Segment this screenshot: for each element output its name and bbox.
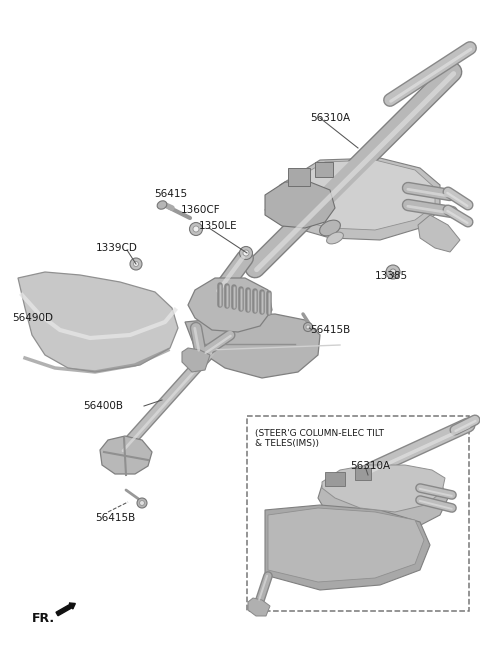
Text: 56415B: 56415B [95, 513, 135, 523]
Polygon shape [322, 465, 445, 512]
Ellipse shape [320, 220, 340, 236]
Bar [315, 162, 333, 177]
Polygon shape [268, 508, 424, 582]
Ellipse shape [240, 247, 252, 260]
Text: 56490D: 56490D [12, 313, 53, 323]
Polygon shape [265, 505, 430, 590]
Text: 56400B: 56400B [83, 401, 123, 411]
Ellipse shape [193, 226, 199, 232]
Ellipse shape [190, 222, 203, 236]
Ellipse shape [140, 501, 144, 506]
Ellipse shape [390, 269, 396, 275]
Polygon shape [18, 272, 178, 372]
Text: 56415B: 56415B [310, 325, 350, 335]
Text: 56310A: 56310A [310, 113, 350, 123]
Ellipse shape [303, 323, 312, 331]
Bar [247, 416, 469, 611]
FancyArrow shape [56, 603, 75, 616]
Ellipse shape [130, 258, 142, 270]
Ellipse shape [137, 498, 147, 508]
Polygon shape [318, 468, 448, 530]
Ellipse shape [306, 325, 310, 329]
Polygon shape [248, 598, 270, 616]
Bar [288, 168, 310, 186]
Text: (STEER'G COLUMN-ELEC TILT
& TELES(IMS)): (STEER'G COLUMN-ELEC TILT & TELES(IMS)) [255, 429, 384, 449]
Ellipse shape [133, 262, 139, 266]
Polygon shape [418, 215, 460, 252]
Text: FR.: FR. [32, 613, 55, 626]
Ellipse shape [386, 265, 400, 279]
Text: 56415: 56415 [154, 189, 187, 199]
Text: 56310A: 56310A [350, 461, 390, 471]
Ellipse shape [326, 232, 343, 244]
Text: 13385: 13385 [375, 271, 408, 281]
Polygon shape [270, 160, 435, 230]
Polygon shape [265, 158, 440, 240]
Bar [355, 468, 371, 480]
Text: 1360CF: 1360CF [181, 205, 221, 215]
Text: 1339CD: 1339CD [96, 243, 138, 253]
Polygon shape [265, 182, 335, 228]
Polygon shape [100, 436, 152, 474]
Polygon shape [182, 348, 210, 372]
Ellipse shape [157, 201, 167, 209]
Polygon shape [185, 314, 320, 378]
Bar [325, 472, 345, 486]
Ellipse shape [243, 250, 249, 256]
Text: 1350LE: 1350LE [199, 221, 238, 231]
Polygon shape [188, 278, 272, 332]
